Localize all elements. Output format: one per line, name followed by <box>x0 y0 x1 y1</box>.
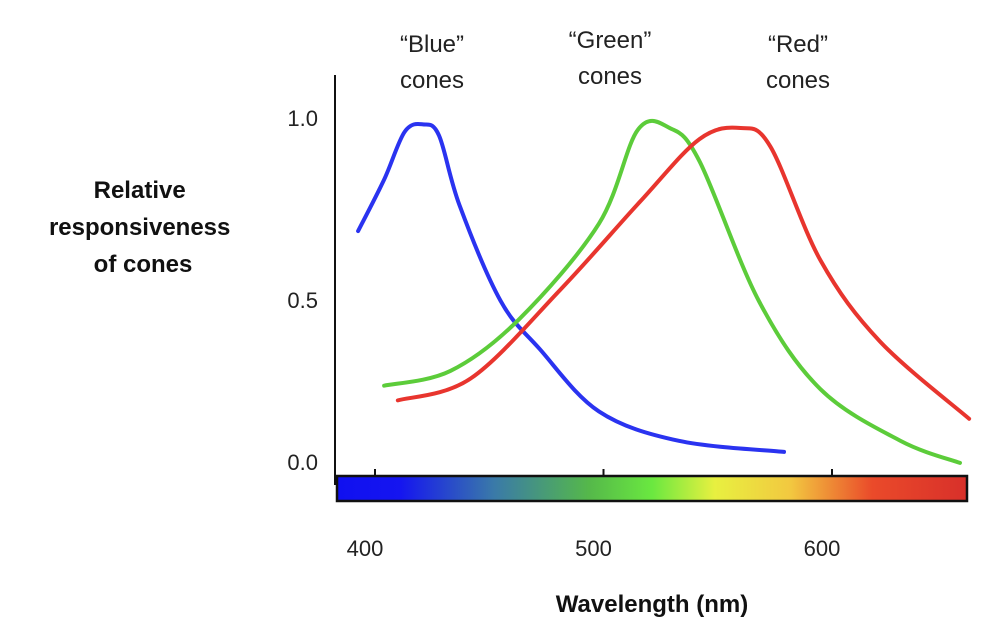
red-cone-label: “Red” cones <box>766 31 830 94</box>
green-cone-curve <box>382 118 962 465</box>
spectrum-bar <box>335 474 969 503</box>
blue-cone-label: “Blue” cones <box>400 31 464 94</box>
x-tick-label: 400 <box>347 536 384 561</box>
y-axis-label: Relative responsiveness of cones <box>49 177 237 278</box>
y-tick-label: 0.0 <box>287 450 318 475</box>
y-tick-label: 0.5 <box>287 288 318 313</box>
x-tick-label: 500 <box>575 536 612 561</box>
x-tick-label: 600 <box>804 536 841 561</box>
blue-cone-curve <box>356 121 787 454</box>
red-cone-curve <box>395 125 972 421</box>
green-cone-label: “Green” cones <box>569 27 652 90</box>
y-tick-label: 1.0 <box>287 106 318 131</box>
x-axis-label: Wavelength (nm) <box>556 591 748 618</box>
